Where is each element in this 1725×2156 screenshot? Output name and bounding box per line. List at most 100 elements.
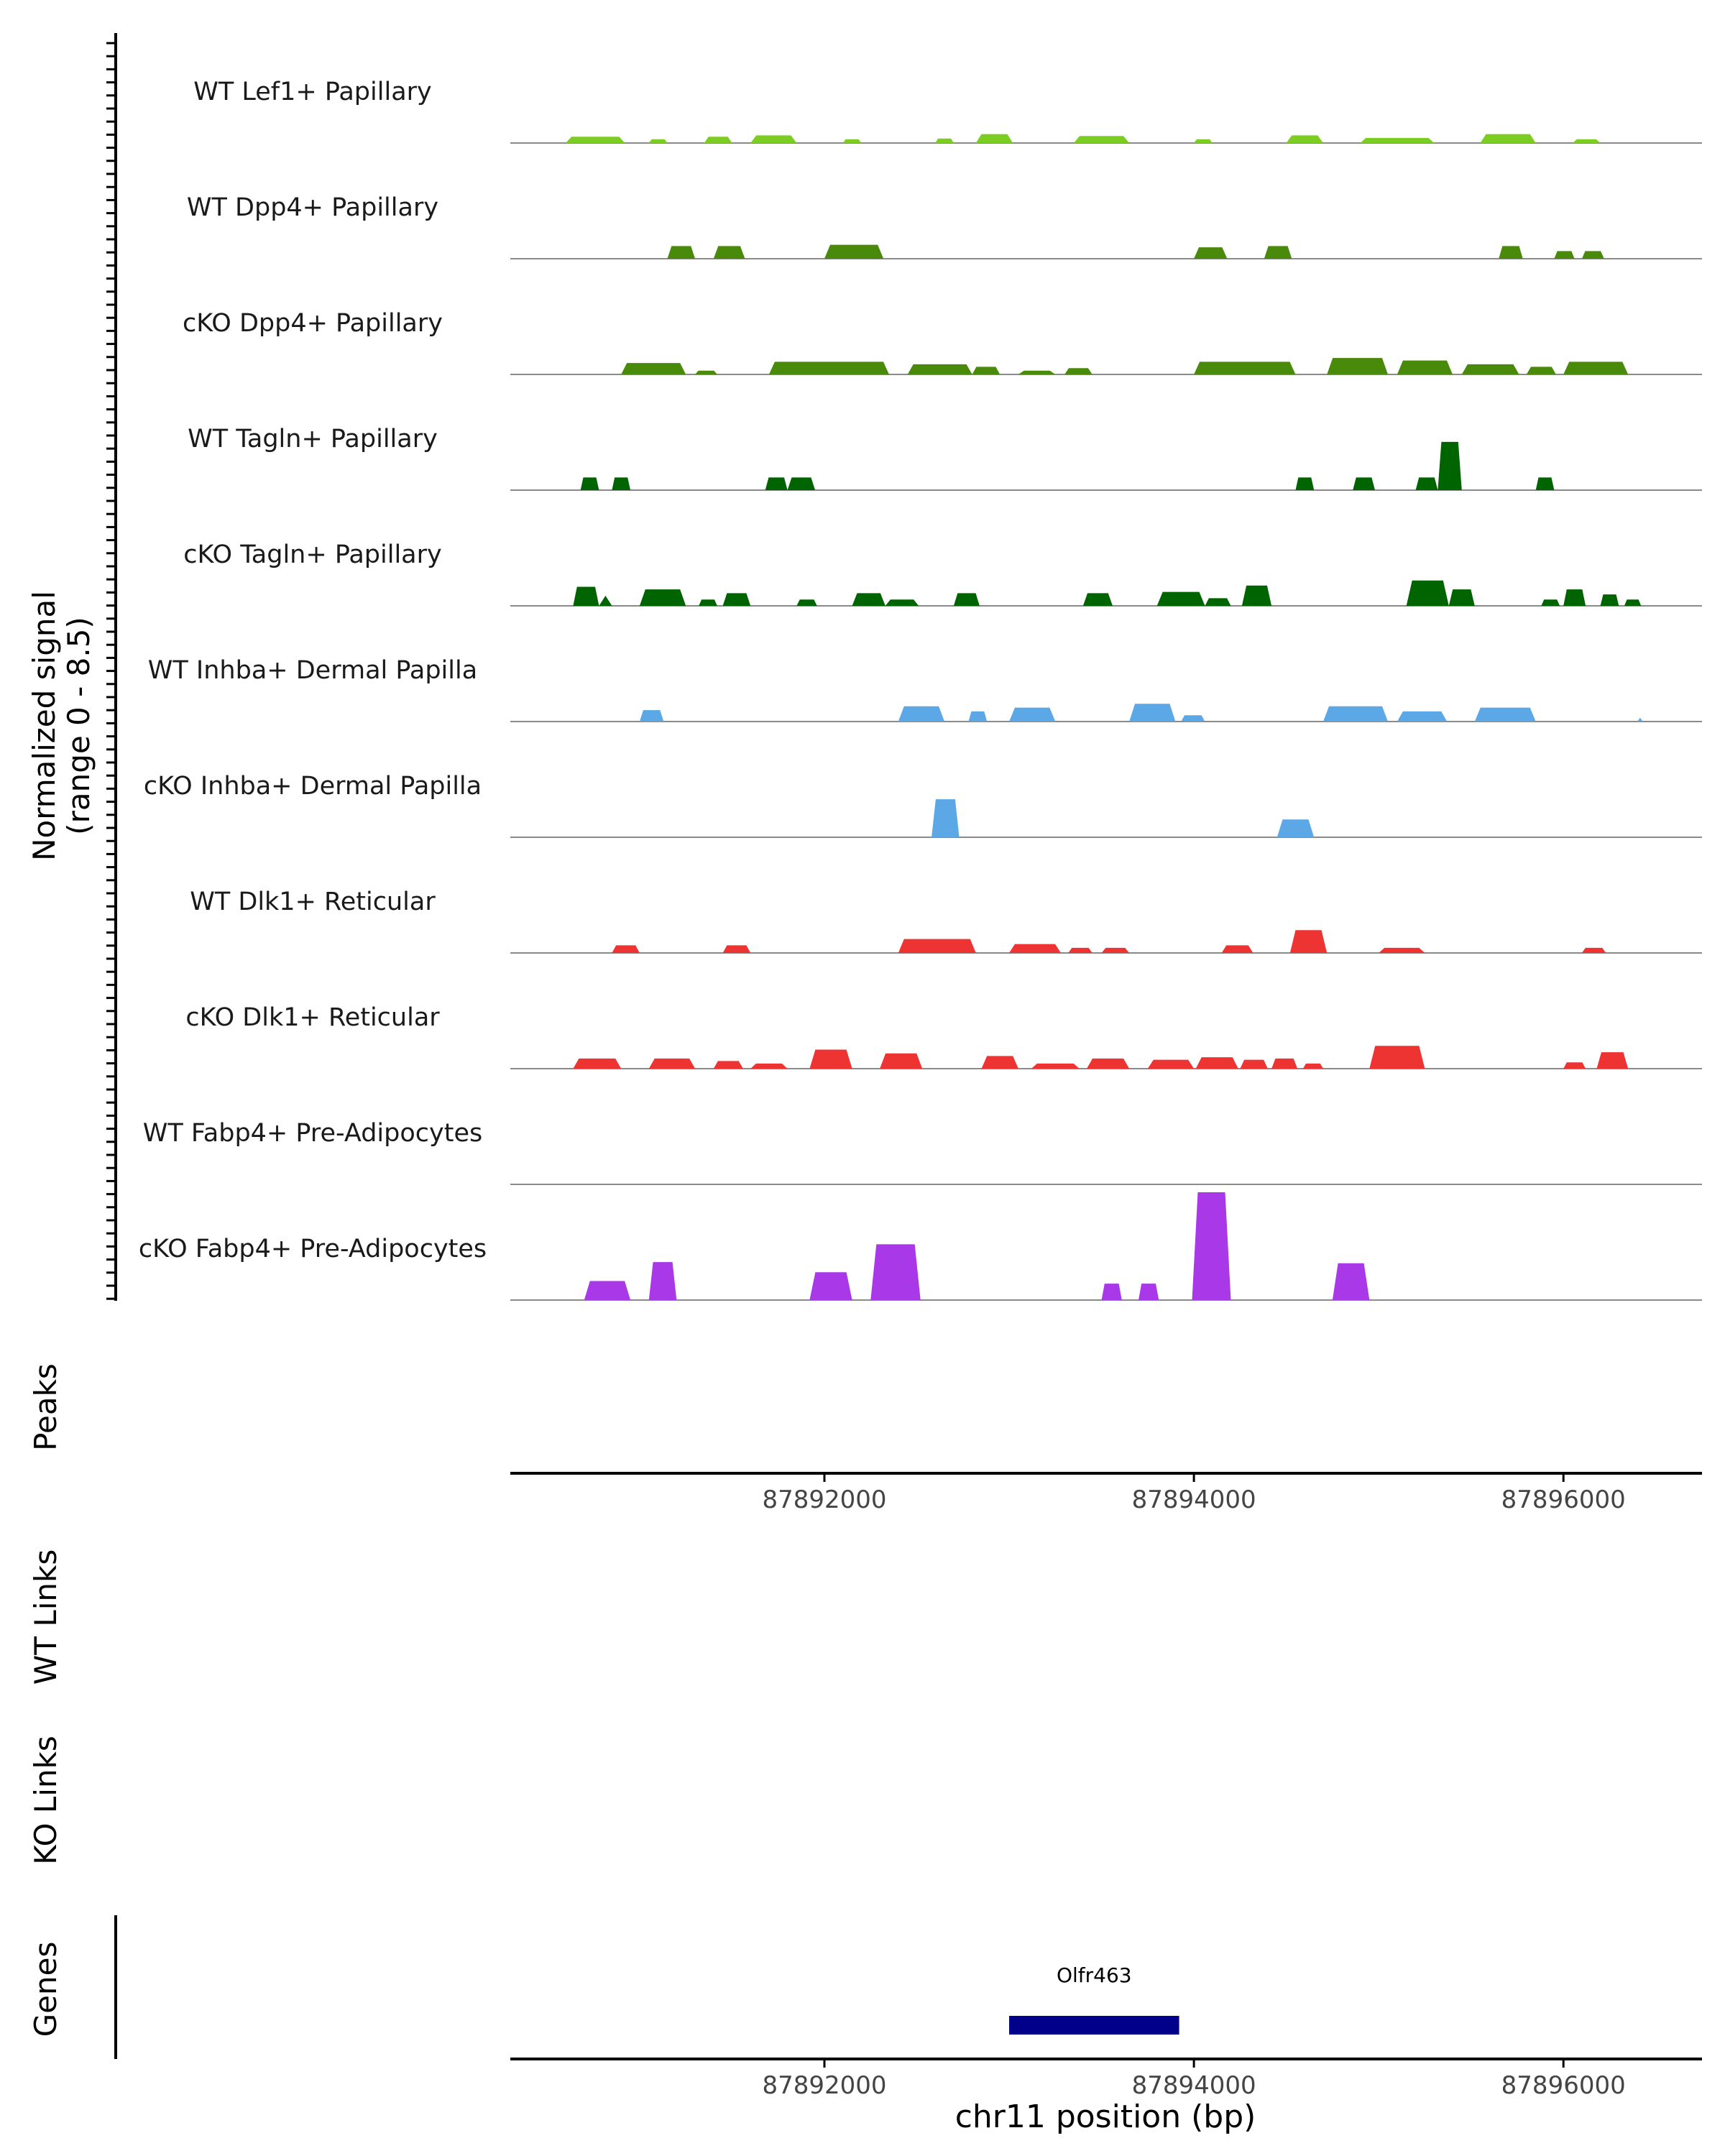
coverage-peak xyxy=(975,134,1013,143)
coverage-peak xyxy=(713,1061,743,1069)
coverage-peak xyxy=(1563,589,1586,606)
track-label: WT Fabp4+ Pre-Adipocytes xyxy=(143,1119,482,1148)
coverage-peak xyxy=(584,1281,631,1300)
coverage-peak xyxy=(722,593,751,606)
coverage-peak xyxy=(1264,246,1292,259)
coverage-peak xyxy=(1009,707,1056,722)
coverage-peak xyxy=(1360,137,1435,143)
coverage-peak xyxy=(852,593,886,606)
x-tick-label: 87896000 xyxy=(1501,1485,1626,1514)
coverage-peak xyxy=(1438,441,1462,490)
coverage-peak xyxy=(599,595,612,606)
coverage-peak xyxy=(695,370,717,374)
coverage-peak xyxy=(648,1262,677,1300)
coverage-peak xyxy=(932,799,960,837)
coverage-peak xyxy=(1082,593,1113,606)
track-label: WT Inhba+ Dermal Papilla xyxy=(148,656,477,685)
coverage-peak xyxy=(1205,598,1231,606)
coverage-peak xyxy=(1194,247,1228,259)
coverage-peak xyxy=(1353,477,1375,490)
peaks-x-axis: 87892000 87894000 87896000 xyxy=(762,1473,1626,1514)
coverage-peak xyxy=(765,477,788,490)
coverage-peak xyxy=(787,477,816,490)
track-wt-dlk1-reticular: WT Dlk1+ Reticular xyxy=(190,888,1702,954)
x-tick-label: 87896000 xyxy=(1501,2071,1626,2100)
y-axis-title: Normalized signal xyxy=(27,591,62,861)
coverage-peak xyxy=(1271,1058,1298,1069)
track-label: cKO Dlk1+ Reticular xyxy=(185,1003,440,1032)
track-cko-fabp4-pre-adipocytes: cKO Fabp4+ Pre-Adipocytes xyxy=(139,1192,1702,1301)
coverage-peak xyxy=(1541,599,1560,606)
coverage-peak xyxy=(1554,251,1575,259)
coverage-peak xyxy=(667,246,696,259)
coverage-peak xyxy=(1379,947,1425,953)
coverage-peak xyxy=(1448,589,1475,606)
coverage-peak xyxy=(870,1244,921,1300)
coverage-peak xyxy=(1573,139,1601,143)
coverage-peak xyxy=(1323,706,1388,722)
peaks-panel-label: Peaks xyxy=(28,1363,63,1451)
coverage-peak xyxy=(612,945,640,953)
track-label: WT Lef1+ Papillary xyxy=(193,78,432,106)
coverage-peak xyxy=(1068,947,1092,953)
coverage-peak xyxy=(1195,1057,1238,1069)
coverage-peak xyxy=(824,244,884,259)
coverage-peak xyxy=(1276,819,1315,837)
coverage-peak xyxy=(1031,1063,1080,1069)
genes-panel-label: Genes xyxy=(28,1942,63,2037)
track-wt-inhba-dermal-papilla: WT Inhba+ Dermal Papilla xyxy=(148,656,1702,722)
y-axis-range: (range 0 - 8.5) xyxy=(61,617,96,835)
coverage-peak xyxy=(1499,246,1523,259)
coverage-peak xyxy=(1397,360,1453,374)
coverage-peak xyxy=(1286,135,1323,143)
coverage-peak xyxy=(1240,1059,1268,1069)
genes-x-axis: 87892000 87894000 87896000 xyxy=(762,2059,1626,2100)
coverage-peak xyxy=(1221,945,1254,953)
track-cko-dpp4-papillary: cKO Dpp4+ Papillary xyxy=(183,309,1702,375)
coverage-peak xyxy=(1596,1052,1629,1069)
coverage-peak xyxy=(898,939,976,953)
coverage-peak xyxy=(1181,715,1205,722)
coverage-peak xyxy=(648,1058,696,1069)
coverage-peak xyxy=(935,138,954,143)
track-cko-dlk1-reticular: cKO Dlk1+ Reticular xyxy=(185,1003,1702,1069)
coverage-peak xyxy=(907,364,972,374)
coverage-peak xyxy=(1397,711,1448,722)
track-wt-lef1-papillary: WT Lef1+ Papillary xyxy=(193,78,1702,144)
track-label: WT Dlk1+ Reticular xyxy=(190,888,436,916)
track-label: cKO Fabp4+ Pre-Adipocytes xyxy=(139,1235,487,1263)
coverage-peak xyxy=(981,1056,1018,1069)
coverage-peak xyxy=(1018,370,1056,374)
coverage-peak xyxy=(1147,1059,1195,1069)
x-tick-label: 87892000 xyxy=(762,2071,886,2100)
track-cko-inhba-dermal-papilla: cKO Inhba+ Dermal Papilla xyxy=(144,772,1702,838)
coverage-peak xyxy=(1369,1046,1425,1069)
coverage-peak xyxy=(1332,1263,1370,1300)
coverage-peak xyxy=(1101,947,1130,953)
x-axis-title: chr11 position (bp) xyxy=(955,2099,1256,2135)
coverage-peak xyxy=(1581,251,1604,259)
track-label: cKO Dpp4+ Papillary xyxy=(183,309,443,338)
coverage-tracks: WT Lef1+ Papillary WT Dpp4+ Papillary cKO … xyxy=(139,78,1702,1301)
coverage-peak xyxy=(573,1058,622,1069)
ko-links-panel-label: KO Links xyxy=(28,1736,63,1865)
coverage-peak xyxy=(722,945,751,953)
coverage-peak xyxy=(953,593,980,606)
coverage-peak xyxy=(1156,591,1205,606)
coverage-peak xyxy=(1295,477,1315,490)
coverage-peak xyxy=(880,1053,923,1069)
coverage-peak xyxy=(699,599,717,606)
coverage-peak xyxy=(1194,361,1296,374)
x-tick-label: 87892000 xyxy=(762,1485,886,1514)
x-tick-label: 87894000 xyxy=(1132,2071,1256,2100)
coverage-peak xyxy=(639,589,686,606)
coverage-peak xyxy=(1009,944,1061,953)
coverage-peak xyxy=(972,367,1000,374)
coverage-peak xyxy=(1461,364,1519,374)
coverage-peak xyxy=(1600,594,1619,606)
coverage-peak xyxy=(809,1049,852,1069)
track-label: cKO Inhba+ Dermal Papilla xyxy=(144,772,482,801)
coverage-peak xyxy=(566,137,625,143)
coverage-peak xyxy=(1480,134,1536,143)
track-wt-dpp4-papillary: WT Dpp4+ Papillary xyxy=(187,193,1702,259)
